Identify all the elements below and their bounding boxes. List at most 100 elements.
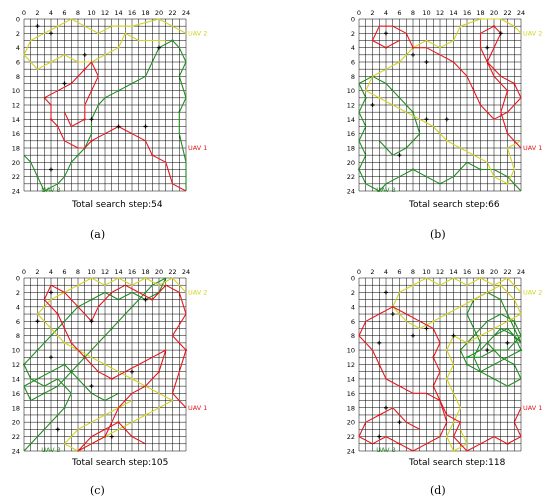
target-marker	[384, 405, 388, 410]
step-marker-uav1	[398, 442, 401, 445]
y-tick-label: 20	[347, 159, 355, 167]
step-marker-uav2	[452, 449, 455, 453]
step-marker-uav3	[43, 392, 46, 395]
step-marker-uav2	[76, 284, 80, 287]
target-marker	[35, 319, 40, 324]
x-tick-label: 2	[370, 268, 374, 276]
step-marker-uav1	[378, 413, 381, 417]
x-tick-label: 0	[22, 9, 26, 17]
path-uav3	[23, 39, 187, 192]
target-marker	[444, 117, 449, 122]
uav2-label: UAV 2	[188, 288, 207, 296]
target-marker	[49, 355, 53, 360]
y-tick-label: 8	[16, 73, 20, 81]
step-marker-uav3	[63, 406, 66, 409]
target-marker	[82, 52, 87, 57]
x-tick-label: 10	[422, 9, 430, 17]
y-tick-label: 2	[351, 30, 355, 38]
step-marker-uav1	[492, 25, 496, 28]
step-marker-uav2	[117, 46, 120, 49]
uav3-label: UAV 3	[376, 446, 395, 454]
x-tick-label: 14	[449, 268, 457, 276]
x-tick-label: 2	[370, 9, 374, 17]
step-marker-uav3	[465, 363, 469, 366]
step-marker-uav1	[56, 312, 59, 316]
target-marker	[485, 348, 490, 353]
step-marker-uav3	[499, 298, 502, 301]
panel-letter: (d)	[430, 484, 446, 497]
x-tick-label: 8	[411, 268, 415, 276]
y-tick-label: 18	[347, 145, 355, 153]
step-marker-uav2	[56, 25, 59, 28]
panel-caption: Total search step:54	[72, 200, 163, 210]
step-marker-uav1	[103, 435, 107, 438]
step-marker-uav2	[130, 377, 134, 381]
panel-letter: (b)	[430, 228, 446, 241]
step-marker-uav1	[411, 46, 415, 49]
target-marker	[55, 427, 60, 432]
target-marker	[143, 124, 148, 129]
step-marker-uav3	[465, 356, 469, 359]
y-tick-label: 4	[351, 303, 355, 311]
path-uav3	[23, 277, 167, 452]
grid-lines	[358, 277, 522, 452]
panel-letter: (c)	[90, 484, 105, 497]
step-marker-uav3	[22, 363, 26, 366]
target-marker	[384, 31, 388, 36]
target-marker	[411, 52, 415, 57]
path-uav3	[358, 75, 522, 192]
step-marker-uav2	[445, 377, 448, 381]
path-uav2	[36, 277, 187, 452]
panel-caption: Total search step:105	[72, 458, 169, 468]
y-tick-label: 22	[347, 173, 355, 181]
y-tick-label: 0	[351, 16, 355, 24]
x-tick-label: 8	[76, 268, 80, 276]
y-tick-label: 18	[12, 404, 20, 412]
uav2-label: UAV 2	[523, 29, 542, 37]
y-tick-label: 12	[347, 361, 355, 369]
path-uav2	[23, 18, 187, 70]
step-marker-uav3	[36, 175, 39, 178]
x-tick-label: 22	[168, 268, 176, 276]
step-marker-uav3	[110, 327, 113, 330]
step-marker-uav1	[49, 118, 53, 121]
x-tick-label: 6	[62, 268, 66, 276]
step-marker-uav3	[513, 320, 516, 323]
step-marker-uav1	[90, 139, 93, 142]
y-tick-label: 12	[12, 102, 20, 110]
step-marker-uav1	[506, 442, 509, 445]
target-marker	[49, 290, 53, 295]
y-tick-label: 24	[347, 188, 355, 196]
step-marker-uav1	[438, 399, 442, 402]
step-marker-uav1	[83, 68, 86, 71]
uav3-label: UAV 3	[41, 186, 60, 194]
step-marker-uav2	[479, 334, 482, 337]
grid-lines	[23, 18, 187, 192]
x-tick-label: 22	[503, 268, 511, 276]
step-marker-uav3	[513, 363, 516, 366]
x-tick-label: 4	[384, 268, 388, 276]
step-marker-uav3	[171, 39, 174, 42]
step-marker-uav1	[384, 46, 388, 49]
step-marker-uav2	[432, 320, 435, 323]
x-tick-label: 6	[397, 268, 401, 276]
y-tick-label: 8	[351, 73, 355, 81]
x-tick-label: 16	[463, 9, 471, 17]
x-tick-label: 20	[490, 268, 498, 276]
y-tick-label: 10	[347, 347, 355, 355]
uav1-label: UAV 1	[523, 404, 542, 412]
y-tick-label: 18	[347, 404, 355, 412]
y-tick-label: 24	[12, 188, 20, 196]
grid-map: 0022446688101012121414161618182020222224…	[12, 9, 208, 196]
target-marker	[370, 103, 375, 107]
x-tick-label: 12	[436, 9, 444, 17]
path-uav1	[358, 306, 522, 452]
target-marker	[411, 333, 415, 338]
uav2-label: UAV 2	[188, 29, 207, 37]
step-marker-uav1	[83, 118, 86, 121]
x-tick-label: 14	[449, 9, 457, 17]
y-tick-label: 24	[347, 448, 355, 456]
target-marker	[424, 60, 429, 64]
x-tick-label: 16	[128, 9, 136, 17]
y-tick-label: 6	[16, 318, 20, 326]
